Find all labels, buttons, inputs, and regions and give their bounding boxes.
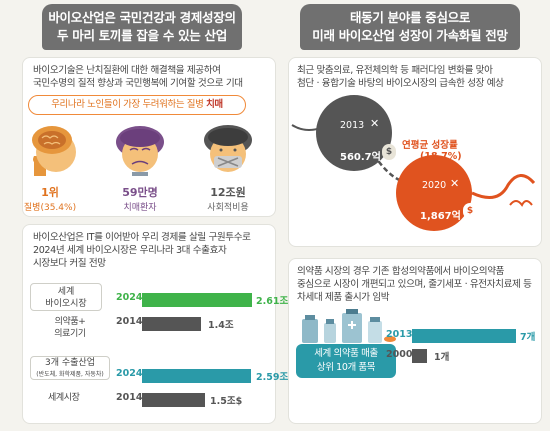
export-label-b: (반도체, 화학제품, 자동차) xyxy=(36,371,104,378)
bar-top10-2013 xyxy=(412,329,516,343)
bar-top10-2000 xyxy=(412,349,427,363)
panel2-line2: 2024년 세계 바이오시장은 우리나라 3대 수출효자 xyxy=(33,245,227,256)
world-bio-market-label: 세계 바이오시장 xyxy=(30,283,102,311)
right-header-line2: 미래 바이오산업 성장이 가속화될 전망 xyxy=(312,28,508,43)
bar1-value: 2.61조 xyxy=(256,296,289,307)
bar-world-bio-2014 xyxy=(142,317,201,331)
right-header-line1: 태동기 분야를 중심으로 xyxy=(349,10,471,25)
medicine-bottles-icon xyxy=(302,309,396,343)
bar4-value: 1.5조$ xyxy=(210,396,243,407)
bar3-year: 2024 xyxy=(116,368,143,379)
value-2020: 1,867억 xyxy=(420,211,461,222)
bar5-value: 7개 xyxy=(520,332,536,343)
pharma-label-c: 의약품+ xyxy=(54,317,86,327)
bar2-year: 2014 xyxy=(116,316,143,327)
dementia-pill: 우리나라 노인들이 가장 두려워하는 질병 치매 xyxy=(28,95,246,115)
bar1-year: 2024 xyxy=(116,292,143,303)
year-2013: 2013 xyxy=(340,120,365,131)
world-market-label: 세계시장 xyxy=(48,393,80,403)
panel1-line1: 바이오기술은 난치질환에 대한 해결책을 제공하여 xyxy=(33,65,221,76)
stat-cost: 12조원 사회적비용 xyxy=(188,184,268,213)
panel3-line2: 첨단 · 융합기술 바탕의 바이오시장의 급속한 성장 예상 xyxy=(297,78,504,89)
growth-rate-value: (18.7%) xyxy=(420,151,462,162)
bar-world-bio-2024 xyxy=(142,293,252,307)
stat-rank-label: 질병(35.4%) xyxy=(23,203,77,213)
panel3-line1: 최근 맞춤의료, 유전체의학 등 패러다임 변화를 맞아 xyxy=(297,65,493,76)
panel1-text: 바이오기술은 난치질환에 대한 해결책을 제공하여 국민수명의 질적 향상과 국… xyxy=(33,64,243,90)
sad-face-icon xyxy=(116,126,164,176)
value-2013: 560.7억 xyxy=(340,152,381,163)
pill-text: 우리나라 노인들이 가장 두려워하는 질병 xyxy=(51,99,207,110)
brain-head-icon xyxy=(32,126,76,176)
export-industries-label: 3개 수출산업 (반도체, 화학제품, 자동차) xyxy=(30,356,110,380)
year-2020: 2020 xyxy=(422,180,447,191)
bar6-year: 2000 xyxy=(386,349,413,360)
panel3-text: 최근 맞춤의료, 유전체의학 등 패러다임 변화를 맞아 첨단 · 융합기술 바… xyxy=(297,64,504,90)
panel4-text: 의약품 시장의 경우 기존 합성의약품에서 바이오의약품 중심으로 시장이 개편… xyxy=(297,265,532,304)
growth-flow-graphic xyxy=(291,95,536,231)
bar6-value: 1개 xyxy=(434,352,450,363)
growth-rate-label: 연평균 성장률 xyxy=(402,140,458,151)
stat-rank: 1위 질병(35.4%) xyxy=(10,184,90,213)
bar4-year: 2014 xyxy=(116,392,143,403)
money-icon-2013: $ xyxy=(382,144,396,160)
left-header-line2: 두 마리 토끼를 잡을 수 있는 산업 xyxy=(57,28,227,43)
stat-patients-label: 치매환자 xyxy=(123,203,157,213)
bar2-value: 1.4조 xyxy=(208,320,234,331)
stat-patients-value: 59만명 xyxy=(122,186,158,199)
panel1-line2: 국민수명의 질적 향상과 국민행복에 기여할 것으로 기대 xyxy=(33,78,243,89)
badge-line1: 세계 의약품 매출 xyxy=(314,348,378,359)
panel2-line1: 바이오산업은 IT를 이어받아 우리 경제를 살릴 구원투수로 xyxy=(33,232,251,243)
world-bio-label-a: 세계 xyxy=(57,287,75,297)
left-header-line1: 바이오산업은 국민건강과 경제성장의 xyxy=(48,10,236,25)
stat-patients: 59만명 치매환자 xyxy=(100,184,180,213)
panel2-line3: 시장보다 커질 전망 xyxy=(33,258,106,269)
panel4-line1: 의약품 시장의 경우 기존 합성의약품에서 바이오의약품 xyxy=(297,266,505,277)
stat-cost-value: 12조원 xyxy=(210,186,246,199)
money-icon-2020: $ xyxy=(463,203,477,219)
bar-export-2024 xyxy=(142,369,251,383)
stat-cost-label: 사회적비용 xyxy=(207,203,249,213)
export-label-a: 3개 수출산업 xyxy=(45,358,95,368)
left-header: 바이오산업은 국민건강과 경제성장의 두 마리 토끼를 잡을 수 있는 산업 xyxy=(42,4,242,50)
panel2-text: 바이오산업은 IT를 이어받아 우리 경제를 살릴 구원투수로 2024년 세계… xyxy=(33,231,251,270)
dna-icon-2020: ✕ xyxy=(450,177,460,190)
world-bio-label-b: 바이오시장 xyxy=(45,299,87,309)
masked-face-icon xyxy=(204,125,252,172)
bar-export-2014 xyxy=(142,393,205,407)
top10-badge: 세계 의약품 매출 상위 10개 품목 xyxy=(296,344,396,378)
badge-line2: 상위 10개 품목 xyxy=(316,362,376,373)
panel4-line2: 중심으로 시장이 개편되고 있으며, 줄기세포 · 유전자치료제 등 xyxy=(297,279,532,290)
pharma-device-label: 의약품+ 의료기기 xyxy=(42,316,98,340)
bar5-year: 2013 xyxy=(386,329,413,340)
pill-emphasis: 치매 xyxy=(206,99,223,110)
stat-rank-value: 1위 xyxy=(41,186,59,199)
bar3-value: 2.59조$ xyxy=(256,372,295,383)
right-header: 태동기 분야를 중심으로 미래 바이오산업 성장이 가속화될 전망 xyxy=(300,4,520,50)
dna-icon-2013: ✕ xyxy=(370,117,380,130)
pharma-label-d: 의료기기 xyxy=(54,329,86,339)
panel4-line3: 차세대 제품 출시가 임박 xyxy=(297,292,390,303)
